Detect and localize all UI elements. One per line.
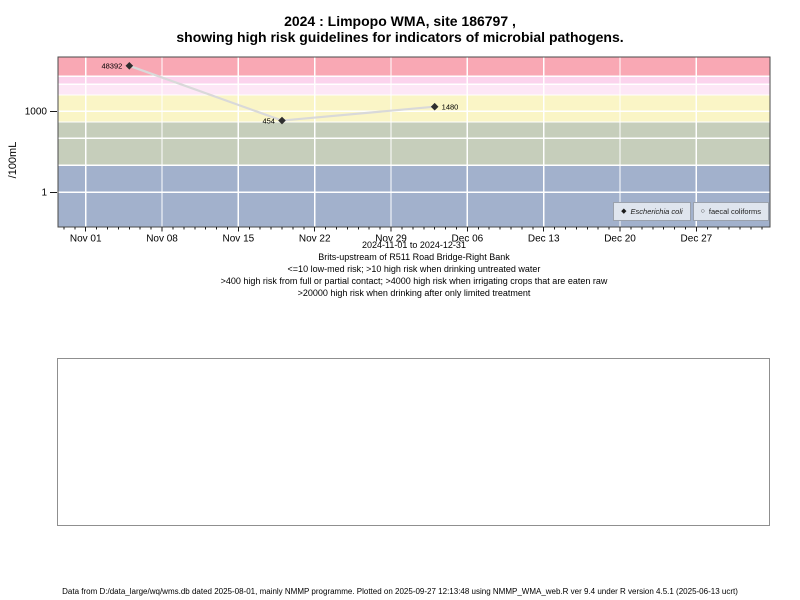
caption: 2024-11-01 to 2024-12-31 Brits-upstream … (58, 239, 770, 299)
open-circle-icon: ○ (700, 208, 705, 215)
x-tick-label: Nov 29 (375, 234, 407, 245)
caption-site-description: Brits-upstream of R511 Road Bridge-Right… (318, 252, 510, 262)
filled-diamond-icon: ◆ (621, 208, 627, 215)
caption-date-range: 2024-11-01 to 2024-12-31 (362, 240, 466, 250)
legend-item-escherichia-coli: ◆ Escherichia coli (613, 202, 691, 221)
data-point-marker (278, 116, 286, 125)
x-tick-label: Dec 13 (528, 234, 560, 245)
data-point-marker (125, 62, 134, 70)
x-tick-label: Dec 27 (681, 234, 713, 245)
caption-guideline-2: >400 high risk from full or partial cont… (220, 276, 608, 286)
data-point-label: 454 (262, 116, 275, 125)
footer-provenance-text: Data from D:/data_large/wq/wms.db dated … (62, 587, 738, 596)
legend-label: Escherichia coli (630, 207, 683, 216)
x-tick-label: Nov 22 (299, 234, 331, 245)
x-tick-label: Dec 06 (452, 234, 484, 245)
data-point-label: 48392 (101, 62, 122, 71)
data-point-label: 1480 (442, 102, 459, 111)
legend-label: faecal coliforms (708, 207, 761, 216)
data-point-marker (430, 102, 439, 111)
legend-item-faecal-coliforms: ○ faecal coliforms (692, 202, 769, 221)
y-tick-label: 1000 (25, 107, 48, 118)
x-tick-label: Nov 08 (146, 234, 178, 245)
caption-guideline-1: <=10 low-med risk; >10 high risk when dr… (287, 264, 541, 274)
legend: ◆ Escherichia coli ○ faecal coliforms (613, 202, 769, 221)
x-tick-label: Dec 20 (604, 234, 636, 245)
chart-title-line1: 2024 : Limpopo WMA, site 186797 , (284, 13, 516, 29)
x-tick-label: Nov 15 (223, 234, 255, 245)
chart-title-line2: showing high risk guidelines for indicat… (176, 29, 624, 45)
risk-band (58, 84, 770, 96)
caption-guideline-3: >20000 high risk when drinking after onl… (297, 288, 531, 298)
chart-title: 2024 : Limpopo WMA, site 186797 , showin… (0, 13, 800, 45)
risk-band (58, 57, 770, 77)
risk-band (58, 122, 770, 166)
y-tick-label: 1 (41, 188, 47, 199)
x-tick-label: Nov 01 (70, 234, 102, 245)
plot-border (57, 56, 771, 228)
y-axis-unit-label: /100mL (7, 141, 19, 179)
empty-plot-panel (57, 358, 770, 526)
risk-band (58, 76, 770, 85)
